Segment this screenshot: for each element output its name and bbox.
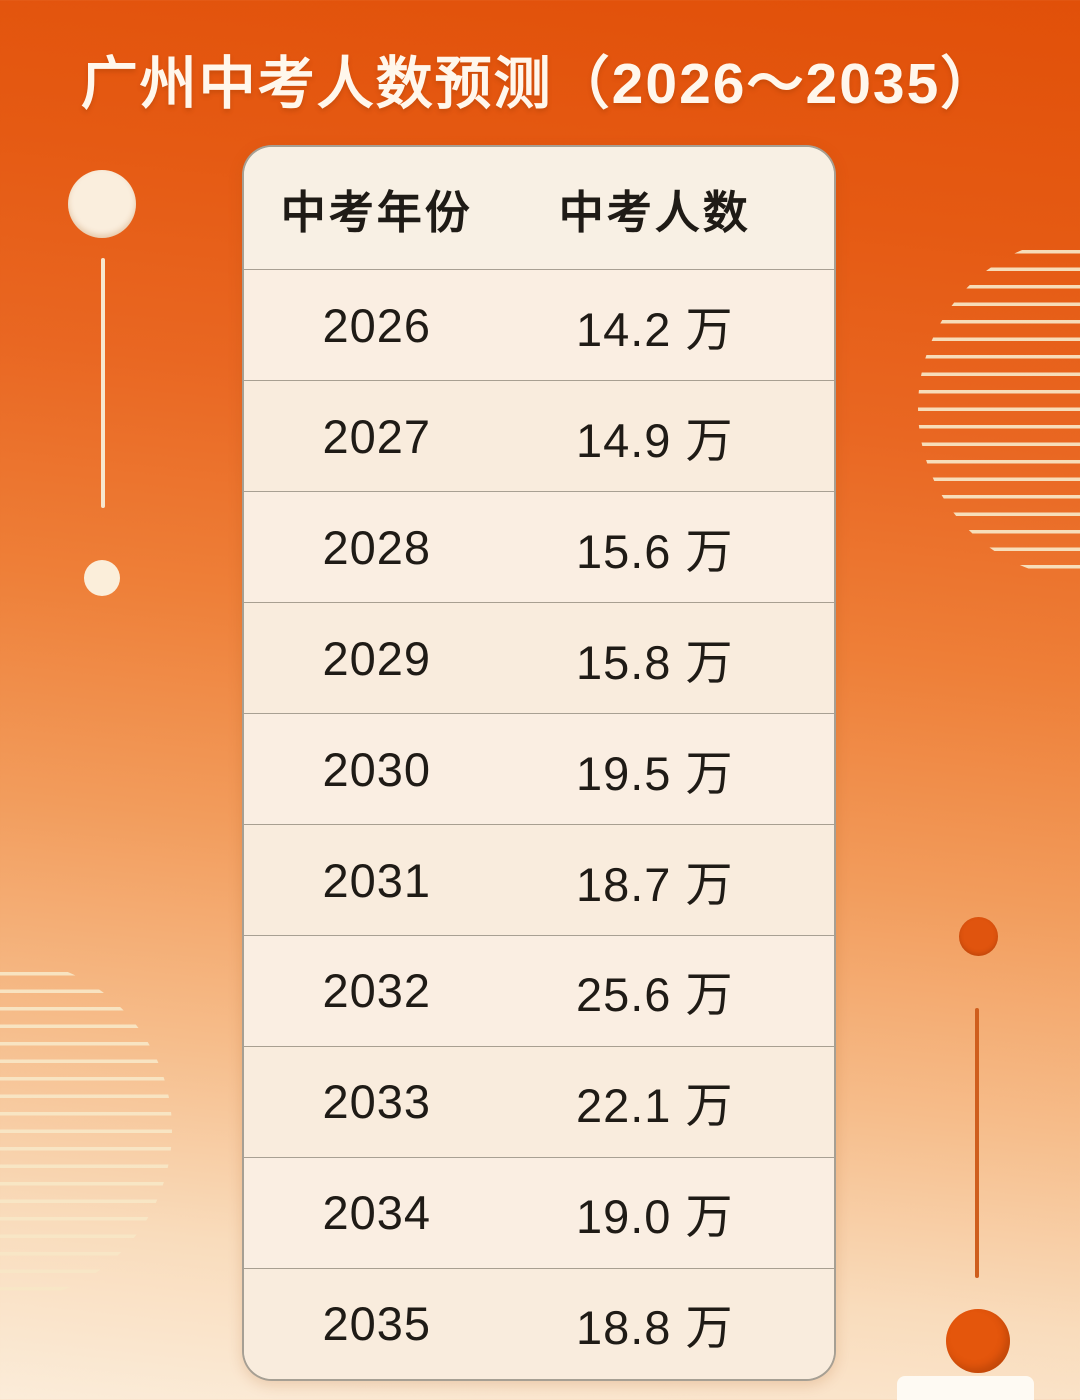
decorative-dot-left [84,560,120,596]
decorative-circle-bottom-right [946,1309,1010,1373]
table-row: 2028 15.6 万 [244,491,834,603]
year-value: 2032 [322,964,432,1018]
year-value: 2028 [322,520,432,574]
decorative-striped-circle-right [918,236,1080,580]
count-value: 14.2 万 [575,302,734,356]
count-value: 19.5 万 [575,746,734,800]
header-exam-year: 中考年份 [280,186,473,238]
header-exam-count: 中考人数 [558,186,751,238]
year-value: 2030 [322,742,432,796]
table-header-row: 中考年份 中考人数 [244,147,834,270]
count-value: 25.6 万 [575,968,734,1022]
decorative-vertical-line-right [975,1008,979,1278]
year-value: 2033 [322,1075,432,1129]
count-value: 19.0 万 [575,1190,734,1244]
decorative-striped-circle-bottom-left [0,958,172,1302]
table-row: 2032 25.6 万 [244,935,834,1046]
table-row: 2033 22.1 万 [244,1045,834,1157]
page-title: 广州中考人数预测（2026～2035） [80,52,1000,116]
table-row: 2026 14.2 万 [244,269,834,381]
count-value: 15.8 万 [575,635,734,689]
table-row: 2027 14.9 万 [244,380,834,492]
table-row: 2034 19.0 万 [244,1156,834,1268]
decorative-dot-right [959,917,998,956]
count-value: 15.6 万 [575,524,734,578]
count-value: 22.1 万 [575,1079,734,1133]
count-value: 18.8 万 [575,1301,734,1355]
decorative-tab-bottom-right [897,1376,1034,1400]
table-row: 2030 19.5 万 [244,713,834,825]
prediction-table: 中考年份 中考人数 2026 14.2 万 2027 14.9 万 2028 1… [242,145,836,1381]
decorative-circle-top-left [68,170,136,238]
year-value: 2034 [322,1186,432,1240]
count-value: 18.7 万 [575,857,734,911]
decorative-vertical-line-left [101,258,105,508]
year-value: 2026 [322,298,432,352]
year-value: 2031 [322,853,432,907]
table-row: 2029 15.8 万 [244,602,834,714]
year-value: 2035 [322,1297,432,1351]
table-row: 2035 18.8 万 [244,1267,834,1379]
year-value: 2027 [322,409,432,463]
count-value: 14.9 万 [575,413,734,467]
table-row: 2031 18.7 万 [244,824,834,935]
year-value: 2029 [322,631,432,685]
